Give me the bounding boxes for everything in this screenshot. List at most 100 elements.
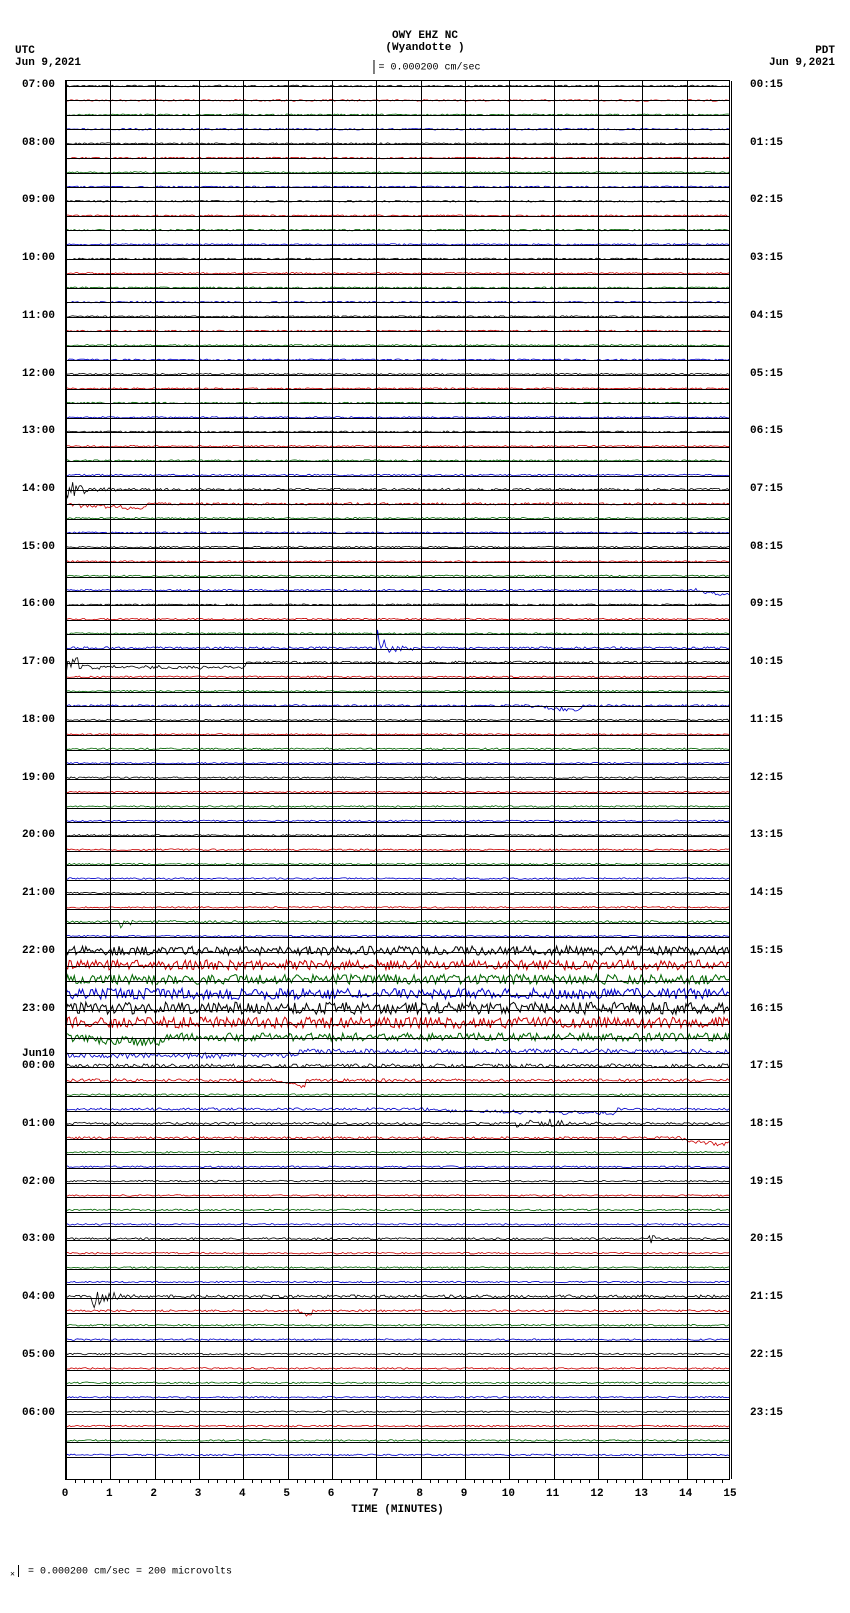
utc-time-label: 05:00 <box>22 1349 55 1361</box>
x-axis: TIME (MINUTES) 0123456789101112131415 <box>65 1480 730 1520</box>
seismogram-container: UTC Jun 9,2021 OWY EHZ NC (Wyandotte ) =… <box>10 10 840 1580</box>
station-code: OWY EHZ NC <box>369 30 480 42</box>
utc-time-label: 02:00 <box>22 1176 55 1188</box>
footer-text: = 0.000200 cm/sec = 200 microvolts <box>28 1567 232 1578</box>
plot-area <box>65 80 730 1480</box>
pdt-time-label: 10:15 <box>750 656 783 668</box>
seismic-trace <box>66 1017 729 1028</box>
x-tick-label: 11 <box>546 1488 559 1500</box>
seismic-trace <box>66 1440 729 1442</box>
pdt-time-label: 08:15 <box>750 541 783 553</box>
scale-indicator: = 0.000200 cm/sec <box>369 60 480 74</box>
utc-time-label: 06:00 <box>22 1407 55 1419</box>
seismic-trace <box>66 1324 729 1326</box>
header-pdt: PDT Jun 9,2021 <box>769 45 835 69</box>
utc-time-label: 01:00 <box>22 1118 55 1130</box>
utc-time-label: 07:00 <box>22 79 55 91</box>
seismic-trace <box>66 920 729 927</box>
seismic-trace <box>66 1382 729 1384</box>
seismic-trace <box>66 1292 729 1308</box>
pdt-time-label: 05:15 <box>750 368 783 380</box>
x-tick-label: 9 <box>461 1488 468 1500</box>
pdt-label: PDT <box>769 45 835 57</box>
x-tick-label: 15 <box>723 1488 736 1500</box>
pdt-time-label: 00:15 <box>750 79 783 91</box>
seismic-trace <box>66 1281 729 1283</box>
pdt-time-label: 23:15 <box>750 1407 783 1419</box>
seismic-trace <box>66 1396 729 1398</box>
x-tick-label: 14 <box>679 1488 692 1500</box>
header-utc: UTC Jun 9,2021 <box>15 45 81 69</box>
pdt-time-label: 07:15 <box>750 483 783 495</box>
seismic-trace <box>66 1252 729 1254</box>
utc-time-label: 23:00 <box>22 1003 55 1015</box>
pdt-time-label: 14:15 <box>750 887 783 899</box>
seismic-trace <box>66 1166 729 1167</box>
x-tick-label: 3 <box>195 1488 202 1500</box>
seismic-trace <box>66 1151 729 1153</box>
seismic-trace <box>66 658 729 676</box>
header: UTC Jun 9,2021 OWY EHZ NC (Wyandotte ) =… <box>10 10 840 80</box>
utc-time-label: 13:00 <box>22 425 55 437</box>
seismic-trace <box>66 1079 729 1088</box>
pdt-time-label: 04:15 <box>750 310 783 322</box>
pdt-time-label: 18:15 <box>750 1118 783 1130</box>
pdt-time-label: 11:15 <box>750 714 783 726</box>
x-tick-label: 2 <box>150 1488 157 1500</box>
x-tick-label: 0 <box>62 1488 69 1500</box>
x-axis-title: TIME (MINUTES) <box>351 1504 443 1516</box>
utc-time-label: 04:00 <box>22 1291 55 1303</box>
seismic-trace <box>66 1195 729 1197</box>
x-tick-label: 6 <box>328 1488 335 1500</box>
left-time-labels: 07:0008:0009:0010:0011:0012:0013:0014:00… <box>10 80 60 1480</box>
x-tick-label: 13 <box>635 1488 648 1500</box>
utc-time-label: 11:00 <box>22 310 55 322</box>
x-tick-label: 4 <box>239 1488 246 1500</box>
x-tick-label: 5 <box>283 1488 290 1500</box>
pdt-time-label: 17:15 <box>750 1060 783 1072</box>
seismic-trace <box>66 1353 729 1355</box>
seismic-trace <box>66 1368 729 1370</box>
pdt-time-label: 03:15 <box>750 252 783 264</box>
utc-time-label: 08:00 <box>22 137 55 149</box>
utc-time-label: 20:00 <box>22 829 55 841</box>
utc-time-label: 16:00 <box>22 598 55 610</box>
utc-time-label: 14:00 <box>22 483 55 495</box>
utc-label: UTC <box>15 45 81 57</box>
seismic-trace <box>66 1224 729 1226</box>
pdt-time-label: 15:15 <box>750 945 783 957</box>
seismic-trace <box>66 946 729 955</box>
header-station: OWY EHZ NC (Wyandotte ) = 0.000200 cm/se… <box>369 30 480 74</box>
pdt-time-label: 06:15 <box>750 425 783 437</box>
utc-time-label: 17:00 <box>22 656 55 668</box>
utc-time-label: 18:00 <box>22 714 55 726</box>
station-name: (Wyandotte ) <box>369 42 480 54</box>
x-tick-label: 7 <box>372 1488 379 1500</box>
seismic-trace <box>66 1339 729 1341</box>
pdt-time-label: 22:15 <box>750 1349 783 1361</box>
utc-time-label: Jun1000:00 <box>22 1048 55 1072</box>
utc-time-label: 19:00 <box>22 772 55 784</box>
seismic-trace <box>66 1267 729 1268</box>
seismic-trace <box>66 1180 729 1182</box>
seismic-trace <box>66 1209 729 1211</box>
utc-time-label: 15:00 <box>22 541 55 553</box>
seismic-trace <box>66 1119 729 1127</box>
seismic-trace <box>66 1002 729 1014</box>
pdt-time-label: 01:15 <box>750 137 783 149</box>
pdt-time-label: 09:15 <box>750 598 783 610</box>
x-tick-label: 10 <box>502 1488 515 1500</box>
utc-time-label: 09:00 <box>22 194 55 206</box>
pdt-time-label: 21:15 <box>750 1291 783 1303</box>
x-tick-label: 12 <box>590 1488 603 1500</box>
utc-time-label: 21:00 <box>22 887 55 899</box>
utc-date: Jun 9,2021 <box>15 57 81 69</box>
scale-text: = 0.000200 cm/sec <box>378 63 480 74</box>
seismic-trace <box>66 1454 729 1455</box>
utc-time-label: 22:00 <box>22 945 55 957</box>
seismic-trace <box>66 1411 729 1413</box>
pdt-time-label: 20:15 <box>750 1233 783 1245</box>
seismic-trace <box>66 1136 729 1145</box>
seismic-trace <box>66 1236 729 1244</box>
plot-wrapper: 07:0008:0009:0010:0011:0012:0013:0014:00… <box>10 80 840 1480</box>
